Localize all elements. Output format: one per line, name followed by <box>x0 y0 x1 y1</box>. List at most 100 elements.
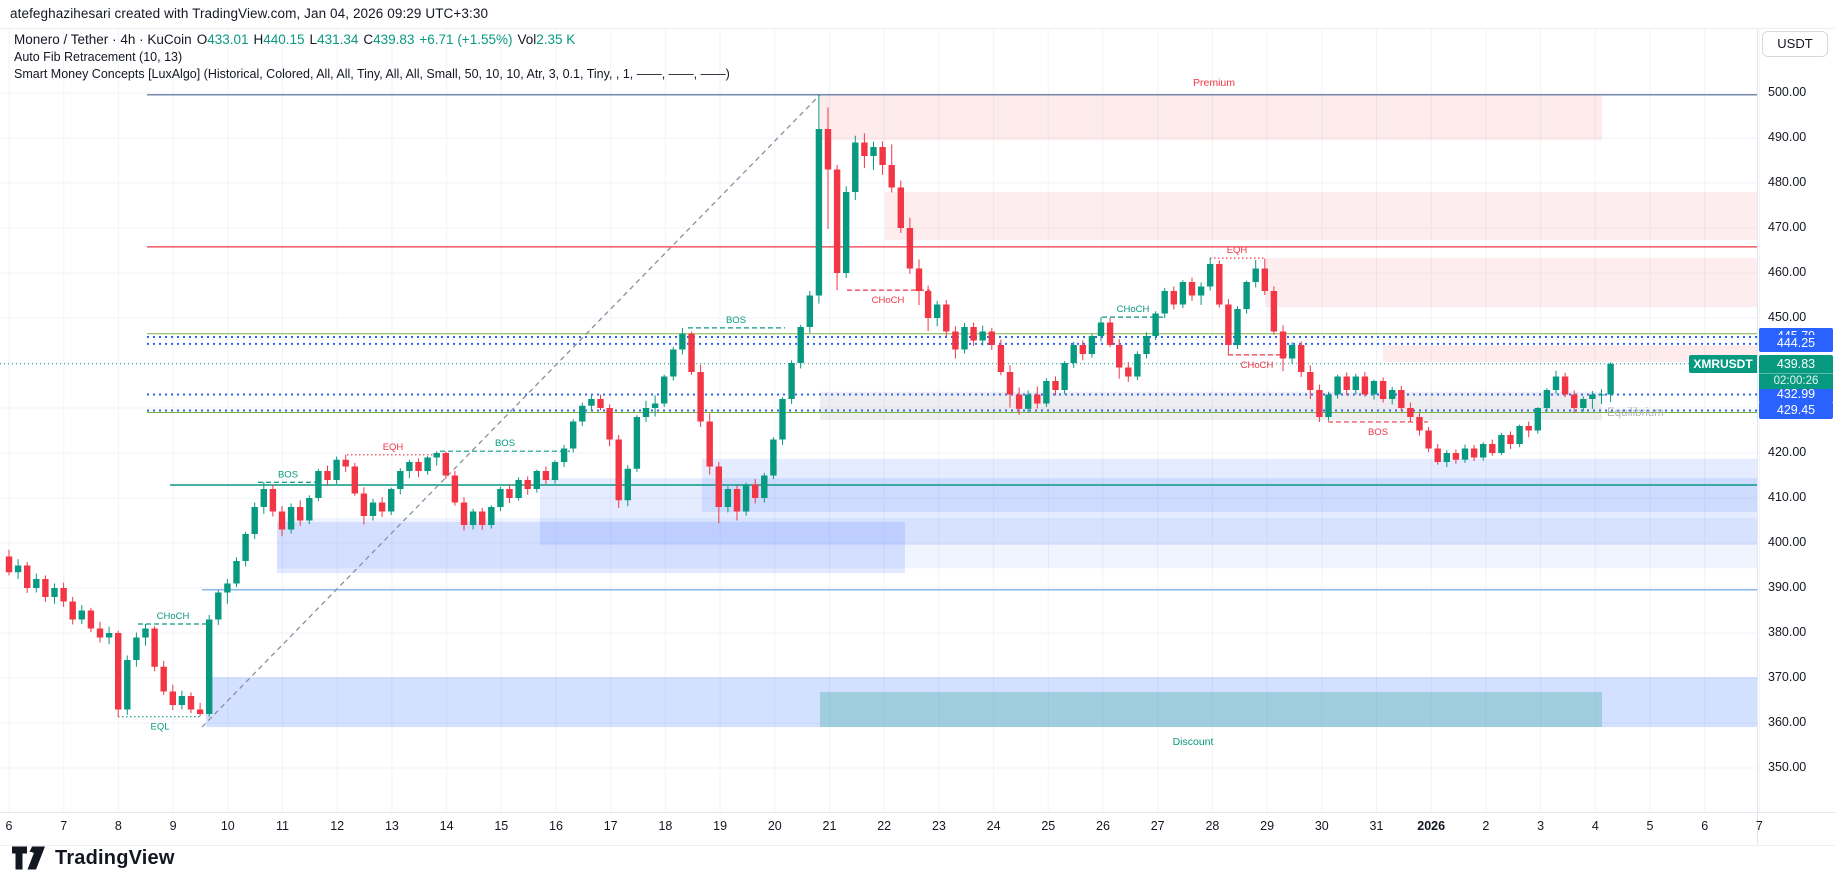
price-tick-label: 350.00 <box>1768 760 1807 774</box>
zone-labels: Premium Discount Equilibrium <box>1173 77 1664 748</box>
time-tick-label: 6 <box>1701 819 1709 833</box>
fib-trendline <box>201 94 821 728</box>
ohlc-low: L431.34 <box>309 32 359 47</box>
supply-zone-1 <box>885 192 1757 241</box>
chart-canvas[interactable]: CHoCH EQL BOS EQH BOS BOS CHoCH CHoCH EQH CHoCH BO… <box>0 0 1835 845</box>
pane-separator <box>0 28 1835 29</box>
demand-zone-3 <box>540 478 1757 545</box>
time-tick-label: 16 <box>549 819 563 833</box>
volume: Vol2.35 K <box>517 32 576 47</box>
structure-label-choch: CHoCH <box>872 295 905 306</box>
structure-label-bos: BOS <box>278 469 298 480</box>
time-tick-label: 2 <box>1482 819 1490 833</box>
symbol-price-tag: XMRUSDT <box>1689 355 1757 373</box>
price-tick-label: 380.00 <box>1768 625 1807 639</box>
time-tick-label: 8 <box>114 819 122 833</box>
fib-price-badge: 429.45 <box>1759 401 1833 419</box>
time-tick-label: 7 <box>60 819 68 833</box>
equilibrium-zone <box>820 391 1602 421</box>
structure-lines: CHoCH EQL BOS EQH BOS BOS CHoCH CHoCH EQH CHoCH BO… <box>118 245 1428 733</box>
time-axis-border <box>0 812 1835 813</box>
fib-price-badge: 432.99 <box>1759 386 1833 404</box>
time-tick-label: 10 <box>220 819 235 833</box>
time-tick-label: 28 <box>1205 819 1220 833</box>
footer-border <box>0 845 1835 846</box>
time-tick-label: 30 <box>1314 819 1329 833</box>
price-tick-label: 490.00 <box>1768 130 1807 144</box>
time-tick-label: 24 <box>986 819 1001 833</box>
time-tick-label: 2026 <box>1417 819 1446 833</box>
ohlc-close: C439.83 <box>363 32 415 47</box>
demand-zone-1 <box>277 521 905 574</box>
demand-zone-4 <box>277 517 1757 569</box>
time-tick-label: 25 <box>1041 819 1056 833</box>
structure-label-eqh: EQH <box>383 442 404 453</box>
price-tick-label: 470.00 <box>1768 220 1807 234</box>
time-tick-label: 20 <box>767 819 782 833</box>
time-tick-label: 27 <box>1150 819 1165 833</box>
time-tick-label: 26 <box>1096 819 1110 833</box>
time-tick-label: 11 <box>276 819 289 833</box>
time-tick-label: 22 <box>877 819 892 833</box>
price-scale-border <box>1757 28 1758 845</box>
structure-label-choch: CHoCH <box>1117 304 1150 315</box>
ohlc-open: O433.01 <box>196 32 249 47</box>
structure-label-bos: BOS <box>495 438 515 449</box>
price-tick-label: 410.00 <box>1768 490 1807 504</box>
time-tick-label: 12 <box>330 819 345 833</box>
premium-zone <box>820 94 1602 141</box>
currency-toggle-button[interactable]: USDT <box>1762 31 1828 57</box>
structure-label-bos: BOS <box>726 315 746 326</box>
grid <box>0 28 1760 812</box>
fib-price-badge: 444.25 <box>1759 335 1833 353</box>
indicator-legend-smc[interactable]: Smart Money Concepts [LuxAlgo] (Historic… <box>14 67 730 81</box>
structure-label-eqh: EQH <box>1227 245 1248 256</box>
supply-zone-2 <box>1265 258 1757 308</box>
price-tick-label: 360.00 <box>1768 715 1807 729</box>
time-tick-label: 9 <box>169 819 177 833</box>
demand-zone-5 <box>206 677 1757 728</box>
last-price-badge: 439.83 <box>1759 355 1833 373</box>
chart-legend: Monero / Tether · 4h · KuCoin O433.01 H4… <box>14 32 730 81</box>
tradingview-logo-icon <box>12 846 45 870</box>
price-tick-label: 450.00 <box>1768 310 1807 324</box>
supply-zone-3 <box>1383 345 1757 362</box>
time-tick-label: 7 <box>1755 819 1763 833</box>
time-tick-label: 15 <box>494 819 509 833</box>
structure-label-choch: CHoCH <box>157 611 190 622</box>
price-tick-label: 390.00 <box>1768 580 1807 594</box>
indicator-legend-fib[interactable]: Auto Fib Retracement (10, 13) <box>14 50 183 64</box>
bar-countdown: 02:00:26 <box>1759 373 1833 389</box>
time-tick-label: 3 <box>1537 819 1545 833</box>
zone-label-discount: Discount <box>1173 736 1214 748</box>
zone-label-premium: Premium <box>1193 77 1235 89</box>
structure-label-bos: BOS <box>1368 427 1388 438</box>
price-levels <box>0 94 1757 591</box>
candlestick-series <box>5 94 1614 718</box>
symbol-legend-row[interactable]: Monero / Tether · 4h · KuCoin O433.01 H4… <box>14 32 730 47</box>
zone-label-equilibrium: Equilibrium <box>1607 407 1664 419</box>
time-tick-label: 29 <box>1260 819 1275 833</box>
time-tick-label: 23 <box>931 819 946 833</box>
time-tick-label: 5 <box>1646 819 1654 833</box>
time-tick-label: 17 <box>603 819 618 833</box>
price-tick-label: 480.00 <box>1768 175 1807 189</box>
price-tick-label: 370.00 <box>1768 670 1807 684</box>
price-tick-label: 400.00 <box>1768 535 1807 549</box>
price-tick-label: 460.00 <box>1768 265 1807 279</box>
ohlc-high: H440.15 <box>253 32 305 47</box>
time-tick-label: 13 <box>384 819 399 833</box>
time-tick-label: 19 <box>713 819 728 833</box>
price-tick-label: 420.00 <box>1768 445 1807 459</box>
tradingview-logo-text: TradingView <box>55 846 175 869</box>
time-tick-label: 31 <box>1369 819 1384 833</box>
tradingview-logo[interactable]: TradingView <box>12 845 175 871</box>
price-tick-label: 500.00 <box>1768 85 1807 99</box>
time-tick-label: 6 <box>5 819 13 833</box>
change-value: +6.71 (+1.55%) <box>419 32 513 47</box>
structure-label-eql: EQL <box>150 722 169 733</box>
time-tick-label: 21 <box>822 819 837 833</box>
time-tick-label: 4 <box>1591 819 1599 833</box>
